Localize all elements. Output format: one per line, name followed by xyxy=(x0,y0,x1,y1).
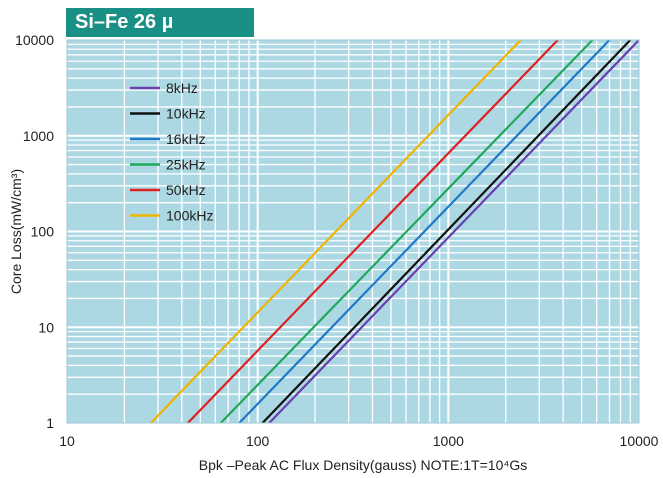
legend-label-50kHz: 50kHz xyxy=(166,182,206,198)
y-tick-label: 1000 xyxy=(23,128,54,144)
y-axis-title: Core Loss(mW/cm³) xyxy=(8,169,24,294)
x-tick-label: 100 xyxy=(246,433,270,449)
y-tick-label: 100 xyxy=(31,224,55,240)
y-tick-label: 10 xyxy=(38,319,54,335)
chart-title-band: Si–Fe 26 µ xyxy=(66,8,254,37)
x-axis-title: Bpk –Peak AC Flux Density(gauss) NOTE:1T… xyxy=(199,457,528,473)
legend: 8kHz 10kHz 16kHz 25kHz 50kHz 100kHz xyxy=(130,80,213,224)
x-tick-label: 1000 xyxy=(433,433,464,449)
series-lines xyxy=(150,40,639,423)
series-line-100kHz xyxy=(150,40,522,423)
series-line-8kHz xyxy=(268,40,639,423)
legend-label-8kHz: 8kHz xyxy=(166,80,198,96)
x-tick-label: 10 xyxy=(59,433,75,449)
legend-label-25kHz: 25kHz xyxy=(166,157,206,173)
legend-label-16kHz: 16kHz xyxy=(166,131,206,147)
series-line-25kHz xyxy=(219,40,594,423)
y-tick-label: 1 xyxy=(46,415,54,431)
legend-label-10kHz: 10kHz xyxy=(166,106,206,122)
tick-labels: 10 100 1000 10000 1 10 100 1000 10000 xyxy=(15,32,659,449)
plot-frame xyxy=(66,39,640,424)
chart-title: Si–Fe 26 µ xyxy=(75,11,174,33)
y-tick-label: 10000 xyxy=(15,32,54,48)
series-line-16kHz xyxy=(238,40,611,423)
series-line-10kHz xyxy=(261,40,632,423)
legend-label-100kHz: 100kHz xyxy=(166,208,213,224)
series-line-50kHz xyxy=(187,40,559,423)
grid xyxy=(67,40,639,423)
x-tick-label: 10000 xyxy=(620,433,659,449)
